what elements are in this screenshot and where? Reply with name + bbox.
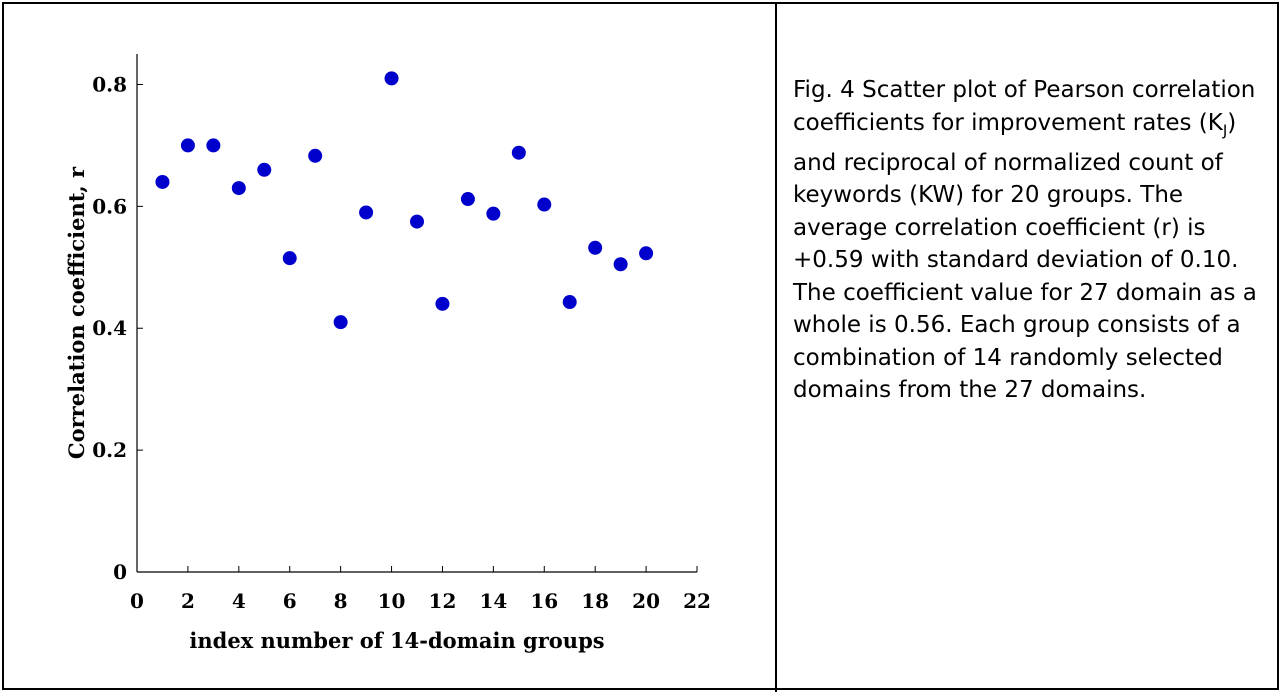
y-axis-title: Correlation coefficient, r bbox=[64, 166, 89, 459]
data-point bbox=[511, 145, 526, 160]
x-tick-label: 10 bbox=[378, 589, 406, 613]
data-point bbox=[180, 138, 195, 153]
y-tick-label: 0.2 bbox=[92, 438, 127, 462]
data-point bbox=[588, 240, 603, 255]
data-point bbox=[460, 192, 475, 207]
data-point bbox=[206, 138, 221, 153]
x-tick-label: 14 bbox=[479, 589, 507, 613]
x-tick-label: 20 bbox=[632, 589, 660, 613]
data-point bbox=[333, 315, 348, 330]
scatter-chart: 0 2 4 6 8 10 12 14 16 18 20 22 0 0.2 0.4 0.6 0.8 index n… bbox=[64, 54, 711, 653]
chart-axes bbox=[136, 54, 697, 573]
data-point bbox=[384, 71, 399, 86]
data-point bbox=[257, 162, 272, 177]
x-tick-label: 18 bbox=[581, 589, 609, 613]
caption-text: Fig. 4 Scatter plot of Pearson correlati… bbox=[793, 77, 1256, 136]
chart-ticks: 0 2 4 6 8 10 12 14 16 18 20 22 0 0.2 0.4 0.6 0.8 bbox=[92, 72, 711, 613]
column-divider bbox=[775, 2, 777, 692]
data-point bbox=[308, 148, 323, 163]
figure-caption: Fig. 4 Scatter plot of Pearson correlati… bbox=[793, 74, 1268, 407]
x-axis-title: index number of 14-domain groups bbox=[189, 628, 604, 653]
x-tick-label: 4 bbox=[232, 589, 246, 613]
caption-cell: Fig. 4 Scatter plot of Pearson correlati… bbox=[777, 4, 1277, 690]
data-point bbox=[231, 181, 246, 196]
plot-cell: 0 2 4 6 8 10 12 14 16 18 20 22 0 0.2 0.4 0.6 0.8 index n… bbox=[4, 4, 775, 690]
data-point bbox=[562, 295, 577, 310]
y-tick-label: 0 bbox=[113, 560, 127, 584]
x-tick-label: 2 bbox=[181, 589, 195, 613]
x-tick-label: 16 bbox=[530, 589, 558, 613]
data-point bbox=[486, 206, 501, 221]
y-tick-label: 0.4 bbox=[92, 316, 127, 340]
x-tick-label: 6 bbox=[283, 589, 297, 613]
x-tick-label: 8 bbox=[334, 589, 348, 613]
caption-subscript: J bbox=[1222, 121, 1228, 140]
x-tick-label: 0 bbox=[130, 589, 144, 613]
data-point bbox=[155, 174, 170, 189]
data-point bbox=[613, 257, 628, 272]
caption-text-rest: ) and reciprocal of normalized count of … bbox=[793, 109, 1257, 404]
data-point bbox=[435, 296, 450, 311]
data-point bbox=[537, 197, 552, 212]
data-point bbox=[359, 205, 374, 220]
x-tick-label: 22 bbox=[683, 589, 711, 613]
data-point bbox=[410, 214, 424, 229]
x-tick-label: 12 bbox=[429, 589, 457, 613]
data-point bbox=[639, 246, 654, 261]
y-tick-label: 0.6 bbox=[92, 194, 127, 218]
chart-points bbox=[155, 71, 654, 330]
y-tick-label: 0.8 bbox=[92, 72, 127, 96]
data-point bbox=[282, 251, 297, 266]
